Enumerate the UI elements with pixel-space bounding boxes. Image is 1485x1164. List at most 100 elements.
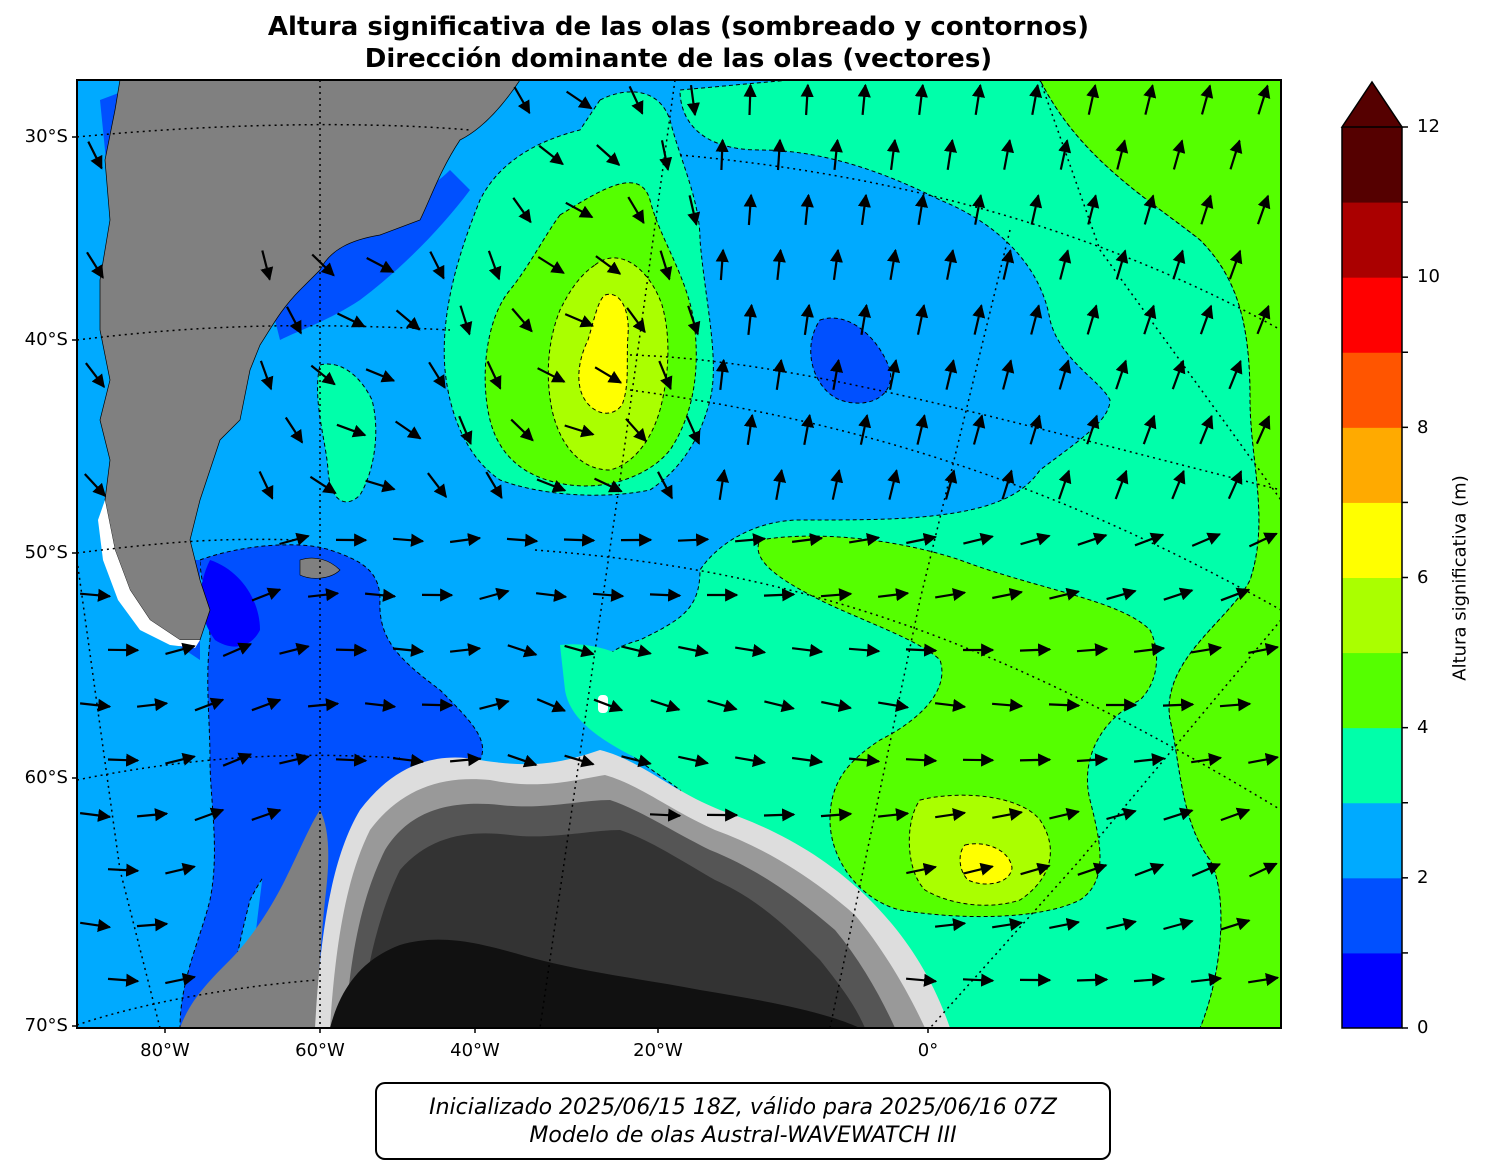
wave-vector-arrow — [801, 413, 815, 445]
wave-vector-arrow — [364, 698, 397, 712]
wave-vector-arrow — [1001, 139, 1015, 170]
wave-vector-arrow — [914, 83, 928, 116]
lat-label-50s: 50°S — [24, 542, 68, 563]
wave-vector-arrow — [821, 699, 852, 713]
wave-vector-arrow — [1086, 304, 1100, 335]
wave-vector-arrow — [1106, 917, 1137, 931]
wave-vector-arrow — [687, 305, 701, 336]
wave-vector-arrow — [1172, 139, 1186, 170]
wave-vector-arrow — [507, 754, 538, 768]
wave-vector-arrow — [1256, 194, 1271, 225]
wave-vector-arrow — [537, 367, 566, 383]
wave-vector-arrow — [830, 469, 844, 500]
wave-vector-arrow — [1058, 469, 1072, 500]
wave-vector-arrow — [594, 366, 623, 384]
wave-vector-arrow — [136, 698, 169, 712]
wave-vector-arrow — [1248, 752, 1279, 766]
colorbar-tick-0: 0 — [1417, 1017, 1429, 1038]
wave-vector-arrow — [627, 196, 645, 225]
colorbar-segment — [1342, 502, 1402, 578]
wave-vector-arrow — [1220, 917, 1251, 931]
wave-vector-arrow — [887, 359, 901, 390]
islands-malvinas — [299, 557, 341, 579]
wave-vector-arrow — [365, 479, 396, 493]
wave-vector-arrow — [800, 193, 814, 226]
wave-vector-arrow — [743, 303, 757, 336]
wave-vector-arrow — [715, 138, 729, 171]
wave-vector-arrow — [1220, 807, 1251, 822]
wave-vector-arrow — [1058, 249, 1072, 280]
wave-vector-arrow — [279, 752, 310, 766]
wave-vector-arrow — [429, 251, 445, 280]
wave-vector-arrow — [715, 468, 729, 500]
wave-vector-arrow — [992, 587, 1023, 601]
wave-vector-arrow — [1086, 194, 1100, 225]
wave-vector-arrow — [858, 414, 872, 445]
wave-vector-arrow — [944, 469, 958, 500]
wave-vector-arrow — [165, 752, 196, 766]
wave-vector-arrow — [1058, 139, 1072, 170]
wave-vector-arrow — [1106, 807, 1137, 821]
wave-vector-arrow — [649, 808, 682, 822]
wave-field-3-4m-pocket — [317, 363, 377, 503]
colorbar-segment — [1342, 202, 1402, 278]
wave-vector-arrow — [829, 248, 843, 281]
wave-vector-arrow — [906, 862, 937, 876]
wave-vector-arrow — [1049, 807, 1080, 821]
lon-label-60w: 60°W — [295, 1040, 345, 1061]
wave-vector-arrow — [564, 754, 595, 768]
wave-vector-arrow — [307, 698, 340, 712]
wave-vector-arrow — [107, 753, 140, 767]
wave-vector-arrow — [972, 304, 986, 335]
wave-vector-arrow — [393, 533, 425, 547]
colorbar-segment — [1342, 577, 1402, 654]
meridian-0 — [829, 229, 1011, 1028]
colorbar-segment — [1342, 652, 1402, 729]
wave-field-1-2m-centre — [810, 317, 892, 404]
wave-vector-arrow — [848, 643, 881, 657]
wave-vector-arrow — [286, 306, 302, 335]
wave-vector-arrow — [479, 697, 510, 711]
wave-vector-arrow — [877, 588, 910, 602]
wave-vector-arrow — [251, 697, 282, 712]
colorbar-segment — [1342, 352, 1402, 428]
wave-vector-arrow — [791, 533, 824, 547]
wave-vector-arrow — [487, 250, 502, 281]
wave-vector-arrow — [886, 138, 900, 171]
wave-vector-arrow — [479, 587, 510, 601]
wave-vector-arrow — [421, 698, 454, 712]
lat-label-30s: 30°S — [24, 126, 68, 147]
wave-vector-arrow — [659, 250, 673, 281]
wave-vector-arrow — [628, 85, 644, 115]
wave-vector-arrow — [1001, 359, 1015, 390]
wave-vector-arrow — [222, 642, 253, 658]
wave-vector-arrow — [311, 253, 335, 277]
wave-vector-arrow — [511, 307, 533, 333]
wave-vector-arrow — [800, 303, 814, 336]
wave-vector-arrow — [392, 753, 425, 767]
wave-vector-arrow — [336, 423, 367, 438]
wave-vector-arrow — [934, 918, 967, 932]
wave-field-4-5m-south — [757, 535, 1158, 918]
wave-vector-arrow — [943, 138, 957, 170]
colorbar-segment — [1342, 727, 1402, 804]
wave-vector-arrow — [743, 413, 757, 445]
wave-vector-arrow — [310, 364, 336, 386]
wave-vector-arrow — [1133, 973, 1166, 987]
chart-title-line1: Altura significativa de las olas (sombre… — [267, 12, 1090, 42]
wave-vector-arrow — [592, 588, 625, 602]
lat-label-60s: 60°S — [24, 767, 68, 788]
wave-vector-arrow — [963, 862, 994, 876]
wave-vector-arrow — [80, 918, 112, 932]
wave-vector-arrow — [1248, 532, 1278, 548]
wave-vector-arrow — [251, 587, 282, 602]
wave-vector-arrow — [85, 362, 105, 388]
wave-vector-arrow — [1048, 698, 1081, 712]
colorbar-tick-4: 4 — [1417, 717, 1429, 738]
wave-vector-arrow — [593, 698, 624, 713]
lon-label-0: 0° — [917, 1040, 939, 1061]
wave-vector-arrow — [800, 83, 814, 116]
wave-vector-arrow — [1227, 470, 1243, 500]
colorbar-segment — [1342, 427, 1402, 503]
wave-vector-arrow — [687, 195, 701, 226]
